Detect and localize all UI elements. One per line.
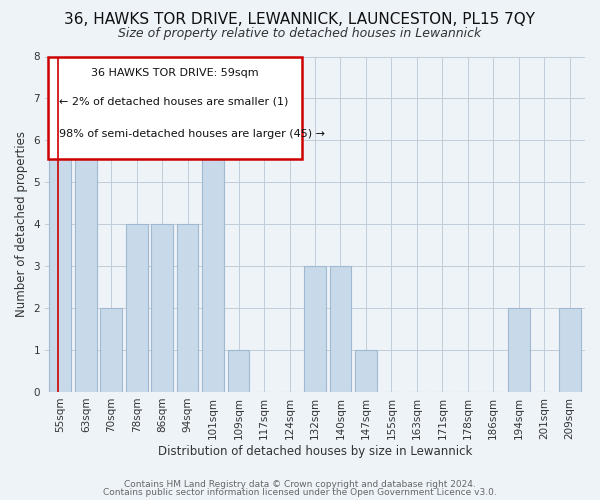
X-axis label: Distribution of detached houses by size in Lewannick: Distribution of detached houses by size … — [158, 444, 472, 458]
Bar — [304, 266, 326, 392]
Bar — [355, 350, 377, 392]
Y-axis label: Number of detached properties: Number of detached properties — [15, 131, 28, 317]
Bar — [75, 98, 97, 392]
Bar — [151, 224, 173, 392]
Text: Contains HM Land Registry data © Crown copyright and database right 2024.: Contains HM Land Registry data © Crown c… — [124, 480, 476, 489]
Bar — [202, 140, 224, 392]
Bar — [100, 308, 122, 392]
Bar — [508, 308, 530, 392]
Bar — [177, 224, 199, 392]
FancyBboxPatch shape — [48, 56, 302, 159]
Bar — [559, 308, 581, 392]
Text: 36, HAWKS TOR DRIVE, LEWANNICK, LAUNCESTON, PL15 7QY: 36, HAWKS TOR DRIVE, LEWANNICK, LAUNCEST… — [65, 12, 536, 28]
Text: Contains public sector information licensed under the Open Government Licence v3: Contains public sector information licen… — [103, 488, 497, 497]
Text: 36 HAWKS TOR DRIVE: 59sqm: 36 HAWKS TOR DRIVE: 59sqm — [91, 68, 259, 78]
Text: 98% of semi-detached houses are larger (45) →: 98% of semi-detached houses are larger (… — [59, 128, 325, 138]
Bar — [49, 140, 71, 392]
Bar — [126, 224, 148, 392]
Text: Size of property relative to detached houses in Lewannick: Size of property relative to detached ho… — [118, 28, 482, 40]
Text: ← 2% of detached houses are smaller (1): ← 2% of detached houses are smaller (1) — [59, 97, 288, 107]
Bar — [228, 350, 250, 392]
Bar — [329, 266, 352, 392]
